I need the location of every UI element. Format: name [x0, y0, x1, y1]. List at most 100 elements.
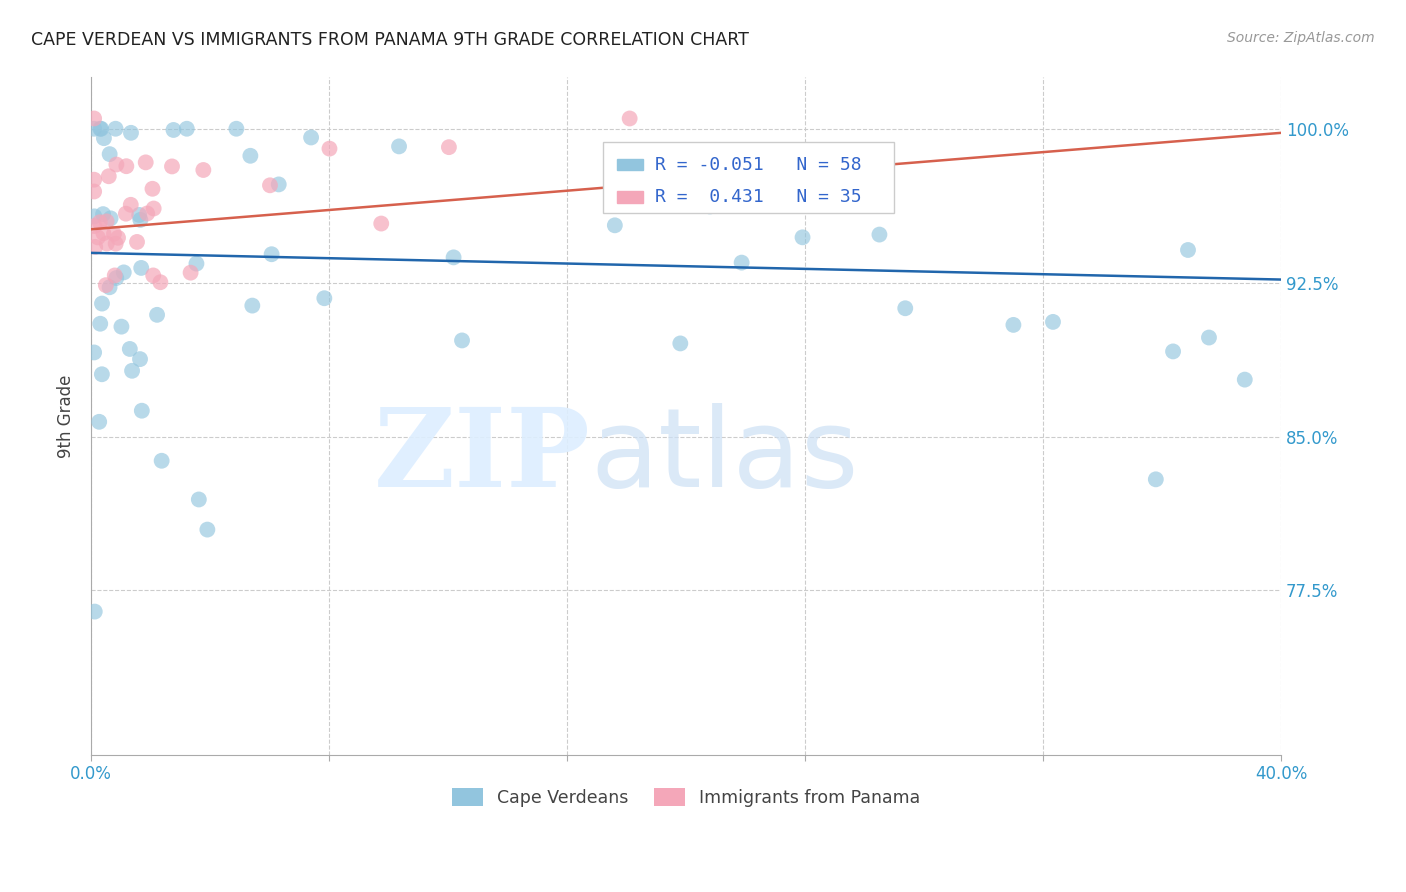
Point — [259, 178, 281, 193]
Point — [443, 251, 465, 265]
Text: Source: ZipAtlas.com: Source: ZipAtlas.com — [1227, 31, 1375, 45]
Point — [87, 230, 110, 244]
Point — [93, 226, 115, 240]
Point — [104, 236, 127, 251]
Point — [104, 268, 127, 283]
Point — [176, 121, 198, 136]
FancyBboxPatch shape — [603, 142, 894, 213]
Point — [730, 255, 752, 269]
Point — [160, 160, 183, 174]
Point — [97, 169, 120, 184]
Point — [89, 415, 111, 429]
Point — [149, 275, 172, 289]
Point — [83, 345, 105, 359]
Point — [83, 121, 105, 136]
Text: R = -0.051   N = 58: R = -0.051 N = 58 — [655, 155, 862, 174]
Text: CAPE VERDEAN VS IMMIGRANTS FROM PANAMA 9TH GRADE CORRELATION CHART: CAPE VERDEAN VS IMMIGRANTS FROM PANAMA 9… — [31, 31, 749, 49]
Point — [267, 178, 290, 192]
Point — [146, 308, 169, 322]
FancyBboxPatch shape — [617, 191, 643, 203]
Point — [1144, 472, 1167, 486]
Point — [89, 317, 111, 331]
Point — [104, 121, 127, 136]
Point — [225, 121, 247, 136]
Point — [699, 199, 721, 213]
Point — [187, 492, 209, 507]
Point — [115, 207, 138, 221]
Point — [121, 364, 143, 378]
Point — [115, 159, 138, 173]
Point — [318, 142, 340, 156]
Point — [89, 215, 111, 229]
Point — [370, 217, 392, 231]
Point — [186, 257, 208, 271]
FancyBboxPatch shape — [617, 159, 643, 170]
Point — [299, 130, 322, 145]
Point — [669, 336, 692, 351]
Point — [868, 227, 890, 242]
Point — [93, 131, 115, 145]
Point — [83, 185, 105, 199]
Point — [98, 280, 121, 294]
Point — [162, 123, 184, 137]
Point — [89, 121, 111, 136]
Point — [98, 147, 121, 161]
Point — [91, 207, 114, 221]
Legend: Cape Verdeans, Immigrants from Panama: Cape Verdeans, Immigrants from Panama — [444, 780, 928, 814]
Point — [437, 140, 460, 154]
Point — [103, 227, 125, 241]
Point — [128, 208, 150, 222]
Point — [792, 230, 814, 244]
Point — [83, 219, 105, 233]
Point — [141, 182, 163, 196]
Point — [150, 454, 173, 468]
Point — [195, 523, 218, 537]
Point — [142, 202, 165, 216]
Point — [120, 126, 142, 140]
Point — [240, 299, 263, 313]
Point — [105, 271, 128, 285]
Point — [112, 265, 135, 279]
Point — [1233, 373, 1256, 387]
Y-axis label: 9th Grade: 9th Grade — [58, 375, 75, 458]
Point — [120, 198, 142, 212]
Point — [107, 231, 129, 245]
Point — [180, 266, 202, 280]
Point — [83, 112, 105, 126]
Point — [603, 219, 626, 233]
Point — [193, 163, 215, 178]
Point — [1002, 318, 1025, 332]
Point — [136, 206, 159, 220]
Text: ZIP: ZIP — [374, 403, 591, 510]
Text: R =  0.431   N = 35: R = 0.431 N = 35 — [655, 188, 862, 206]
Point — [135, 155, 157, 169]
Point — [1177, 243, 1199, 257]
Point — [94, 278, 117, 293]
Point — [1042, 315, 1064, 329]
Point — [83, 605, 105, 619]
Point — [894, 301, 917, 316]
Point — [125, 235, 148, 249]
Point — [110, 319, 132, 334]
Point — [90, 121, 112, 136]
Point — [90, 368, 112, 382]
Point — [96, 236, 118, 251]
Point — [83, 172, 105, 186]
Point — [619, 112, 641, 126]
Point — [129, 213, 152, 227]
Point — [129, 260, 152, 275]
Point — [105, 157, 128, 171]
Point — [388, 139, 411, 153]
Text: atlas: atlas — [591, 403, 859, 510]
Point — [84, 240, 107, 254]
Point — [142, 268, 165, 283]
Point — [100, 211, 122, 226]
Point — [314, 291, 336, 305]
Point — [260, 247, 283, 261]
Point — [83, 210, 105, 224]
Point — [1198, 330, 1220, 344]
Point — [239, 149, 262, 163]
Point — [129, 352, 152, 367]
Point — [1161, 344, 1184, 359]
Point — [118, 342, 141, 356]
